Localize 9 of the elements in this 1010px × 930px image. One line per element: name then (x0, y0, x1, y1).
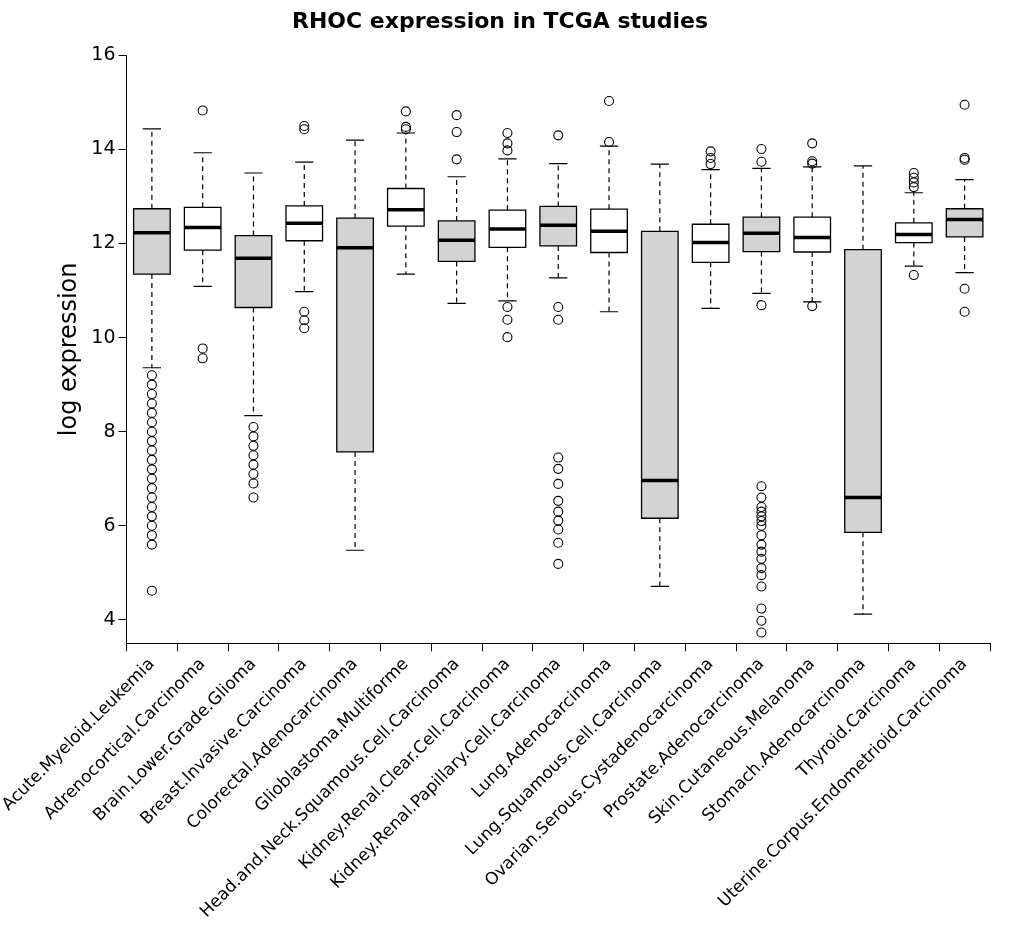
y-tick-label: 10 (91, 324, 116, 347)
y-axis-title: log expression (54, 262, 83, 437)
chart-title: RHOC expression in TCGA studies (292, 7, 708, 33)
y-tick-label: 16 (91, 42, 116, 65)
y-tick-label: 14 (91, 136, 116, 159)
y-tick-label: 6 (103, 512, 116, 535)
y-tick-label: 8 (103, 418, 116, 441)
y-tick-label: 12 (91, 230, 116, 253)
y-tick-label: 4 (103, 606, 116, 629)
